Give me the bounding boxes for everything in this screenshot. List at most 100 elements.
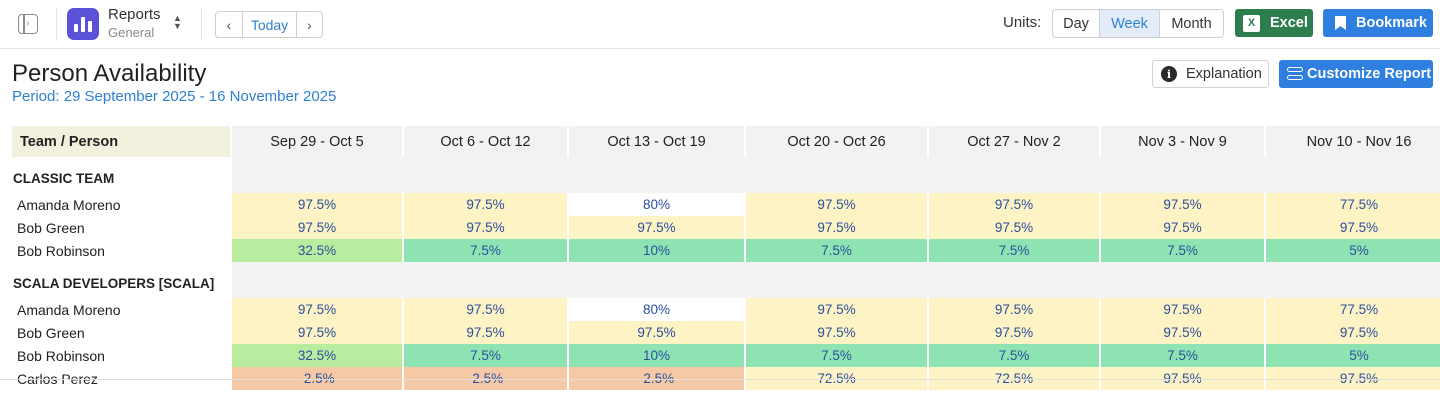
bookmark-icon <box>1335 16 1346 30</box>
availability-cell[interactable]: 97.5% <box>1266 321 1440 344</box>
availability-cell[interactable]: 97.5% <box>929 321 1099 344</box>
availability-cell[interactable]: 97.5% <box>1266 216 1440 239</box>
availability-cell[interactable]: 97.5% <box>404 193 567 216</box>
table-row: Amanda Moreno 97.5% 97.5% 80% 97.5% 97.5… <box>12 193 1440 216</box>
availability-cell[interactable]: 80% <box>569 193 744 216</box>
week-header[interactable]: Oct 6 - Oct 12 <box>404 126 567 157</box>
divider <box>0 379 1440 380</box>
availability-cell[interactable]: 97.5% <box>929 298 1099 321</box>
excel-icon: X <box>1243 14 1260 32</box>
availability-cell[interactable]: 10% <box>569 239 744 262</box>
availability-cell[interactable]: 97.5% <box>1101 367 1264 390</box>
report-period: Period: 29 September 2025 - 16 November … <box>12 88 337 105</box>
divider <box>201 8 202 41</box>
unit-day-button[interactable]: Day <box>1052 9 1100 38</box>
customize-report-button[interactable]: Customize Report <box>1279 60 1433 88</box>
availability-cell[interactable]: 97.5% <box>746 298 927 321</box>
availability-table: Team / Person Sep 29 - Oct 5 Oct 6 - Oct… <box>10 126 1440 390</box>
availability-cell[interactable]: 97.5% <box>232 321 402 344</box>
person-name[interactable]: Bob Robinson <box>12 239 230 262</box>
availability-cell[interactable]: 97.5% <box>929 193 1099 216</box>
excel-label: Excel <box>1270 15 1308 31</box>
availability-cell[interactable]: 97.5% <box>404 216 567 239</box>
availability-cell[interactable]: 97.5% <box>746 216 927 239</box>
units-label: Units: <box>1003 14 1042 31</box>
week-header[interactable]: Oct 20 - Oct 26 <box>746 126 927 157</box>
week-header[interactable]: Oct 27 - Nov 2 <box>929 126 1099 157</box>
table-row: Bob Green 97.5% 97.5% 97.5% 97.5% 97.5% … <box>12 216 1440 239</box>
availability-cell[interactable]: 97.5% <box>746 193 927 216</box>
top-bar: › Reports General ▲ ▼ ‹ Today › Units: Da… <box>0 0 1440 49</box>
availability-cell[interactable]: 32.5% <box>232 239 402 262</box>
availability-cell[interactable]: 7.5% <box>929 239 1099 262</box>
availability-cell[interactable]: 10% <box>569 344 744 367</box>
availability-cell[interactable]: 97.5% <box>569 216 744 239</box>
table-row: Bob Robinson 32.5% 7.5% 10% 7.5% 7.5% 7.… <box>12 239 1440 262</box>
table-row: Carlos Perez -2.5% -2.5% -2.5% 72.5% 72.… <box>12 367 1440 390</box>
availability-cell[interactable]: 97.5% <box>232 216 402 239</box>
availability-cell[interactable]: 97.5% <box>1101 216 1264 239</box>
availability-cell[interactable]: 97.5% <box>404 321 567 344</box>
group-name: SCALA DEVELOPERS [SCALA] <box>12 262 230 298</box>
availability-cell[interactable]: -2.5% <box>232 367 402 390</box>
person-name[interactable]: Bob Robinson <box>12 344 230 367</box>
availability-cell[interactable]: 7.5% <box>929 344 1099 367</box>
reports-app-icon[interactable] <box>67 8 99 40</box>
sidebar-toggle-icon[interactable]: › <box>18 14 38 34</box>
unit-month-button[interactable]: Month <box>1159 9 1224 38</box>
availability-cell[interactable]: -2.5% <box>569 367 744 390</box>
availability-cell[interactable]: 7.5% <box>746 344 927 367</box>
availability-cell[interactable]: 97.5% <box>746 321 927 344</box>
customize-label: Customize Report <box>1307 66 1432 82</box>
availability-cell[interactable]: 7.5% <box>404 344 567 367</box>
divider <box>56 8 57 41</box>
availability-cell[interactable]: 7.5% <box>404 239 567 262</box>
unit-week-button[interactable]: Week <box>1099 9 1160 38</box>
bookmark-button[interactable]: Bookmark <box>1323 9 1433 37</box>
availability-cell[interactable]: 80% <box>569 298 744 321</box>
availability-cell[interactable]: 97.5% <box>929 216 1099 239</box>
availability-cell[interactable]: 77.5% <box>1266 298 1440 321</box>
availability-cell[interactable]: 97.5% <box>1266 367 1440 390</box>
person-name[interactable]: Amanda Moreno <box>12 298 230 321</box>
week-header[interactable]: Nov 3 - Nov 9 <box>1101 126 1264 157</box>
group-row: CLASSIC TEAM <box>12 157 1440 193</box>
table-row: Amanda Moreno 97.5% 97.5% 80% 97.5% 97.5… <box>12 298 1440 321</box>
availability-cell[interactable]: 72.5% <box>929 367 1099 390</box>
availability-cell[interactable]: 97.5% <box>232 298 402 321</box>
availability-cell[interactable]: 5% <box>1266 239 1440 262</box>
info-icon: i <box>1161 66 1177 82</box>
availability-cell[interactable]: 97.5% <box>404 298 567 321</box>
next-period-button[interactable]: › <box>296 11 323 38</box>
availability-cell[interactable]: 7.5% <box>1101 239 1264 262</box>
availability-cell[interactable]: -2.5% <box>404 367 567 390</box>
availability-cell[interactable]: 7.5% <box>746 239 927 262</box>
person-name[interactable]: Carlos Perez <box>12 367 230 390</box>
person-name[interactable]: Bob Green <box>12 321 230 344</box>
availability-cell[interactable]: 97.5% <box>1101 321 1264 344</box>
availability-cell[interactable]: 97.5% <box>569 321 744 344</box>
week-header[interactable]: Oct 13 - Oct 19 <box>569 126 744 157</box>
week-header[interactable]: Nov 10 - Nov 16 <box>1266 126 1440 157</box>
app-title[interactable]: Reports <box>108 6 161 23</box>
availability-cell[interactable]: 72.5% <box>746 367 927 390</box>
availability-cell[interactable]: 7.5% <box>1101 344 1264 367</box>
person-name[interactable]: Bob Green <box>12 216 230 239</box>
availability-cell[interactable]: 5% <box>1266 344 1440 367</box>
prev-period-button[interactable]: ‹ <box>215 11 243 38</box>
excel-button[interactable]: X Excel <box>1235 9 1313 37</box>
explanation-label: Explanation <box>1186 66 1262 82</box>
availability-cell[interactable]: 97.5% <box>232 193 402 216</box>
app-subtitle: General <box>108 25 155 40</box>
explanation-button[interactable]: i Explanation <box>1152 60 1269 88</box>
availability-cell[interactable]: 97.5% <box>1101 193 1264 216</box>
chevron-updown-icon[interactable]: ▲ ▼ <box>173 13 182 31</box>
customize-icon <box>1287 67 1303 81</box>
today-button[interactable]: Today <box>242 11 297 38</box>
week-header[interactable]: Sep 29 - Oct 5 <box>232 126 402 157</box>
availability-cell[interactable]: 32.5% <box>232 344 402 367</box>
availability-cell[interactable]: 77.5% <box>1266 193 1440 216</box>
availability-cell[interactable]: 97.5% <box>1101 298 1264 321</box>
person-name[interactable]: Amanda Moreno <box>12 193 230 216</box>
table-row: Bob Green 97.5% 97.5% 97.5% 97.5% 97.5% … <box>12 321 1440 344</box>
